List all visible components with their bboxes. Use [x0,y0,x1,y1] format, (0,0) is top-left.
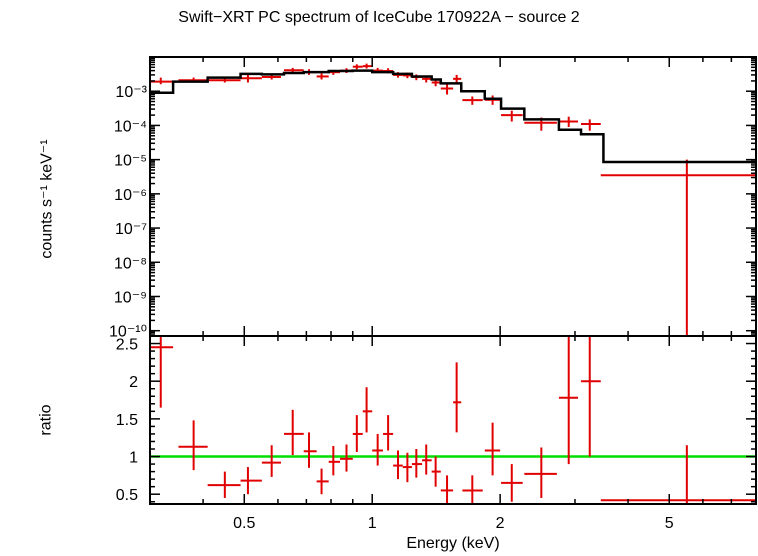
ratio-data-point [558,336,579,465]
axes-frames [149,56,757,505]
ratio-data-point [600,445,756,504]
ratio-data-point [362,387,373,433]
x-tick-label: 0.5 [233,515,255,532]
spectrum-data-point [462,96,483,105]
ratio-data-point [328,445,341,476]
spectrum-data-point [440,84,454,95]
ratio-data-point [382,415,394,451]
ratio-data-point [453,362,462,433]
spectrum-data-point [581,119,601,131]
x-axis-label: Energy (keV) [406,535,500,552]
spectrum-data-point [240,74,262,83]
ratio-data-point [393,450,403,480]
ratio-data-point [484,422,501,476]
y-tick-label-spectrum: 10⁻⁶ [114,187,147,204]
ratio-data-point [440,475,454,504]
y-tick-label-ratio: 2.5 [116,337,138,354]
ratio-data-point [261,445,281,477]
x-tick-label: 2 [496,515,505,532]
y-tick-label-spectrum: 10⁻⁷ [115,221,147,238]
spectrum-data-point [501,110,523,122]
ratio-panel-frame [149,335,757,505]
y-tick-label-spectrum: 10⁻³ [115,84,147,101]
spectrum-panel-frame [149,56,757,337]
ratio-data-point [422,444,432,475]
spectrum-data-point [600,159,756,336]
ratio-data-point [283,409,304,456]
spectrum-data-point [150,77,174,85]
y-tick-label-spectrum: 10⁻⁴ [114,118,147,135]
ratio-data-point [501,464,523,502]
tick-labels: 0.5 1 2 5 10⁻³ 10⁻⁴ 10⁻⁵ 10⁻⁶ 10⁻⁷ 10⁻⁸ 10⁻⁹ 10⁻¹⁰ 0… [109,84,674,532]
ratio-data-point [462,475,483,504]
chart-title: Swift−XRT PC spectrum of IceCube 170922A… [178,9,580,26]
y-tick-label-ratio: 1 [129,450,138,467]
spectrum-model-layer [150,69,756,164]
ratio-data-point [303,432,317,468]
y-tick-label-spectrum: 10⁻¹⁰ [109,324,147,341]
y-axis-label-ratio: ratio [37,404,55,436]
ratio-data-point [372,433,383,466]
ratio-data-point [581,336,601,457]
ratio-data-point [316,468,329,495]
y-axis-label-spectrum: counts s⁻¹ keV⁻¹ [38,139,56,259]
spectrum-data-point [362,63,373,69]
axes-ticks [149,56,757,504]
ratio-data-point [340,444,353,472]
ratio-data-point [352,415,363,453]
ratio-data-point [411,449,423,478]
spectrum-data-point [316,73,329,80]
ratio-data-point [150,336,174,408]
y-tick-label-spectrum: 10⁻⁵ [114,153,147,170]
ratio-data-point [402,452,412,483]
ratio-data-layer [150,336,756,504]
spectrum-model-line [150,69,756,164]
spectrum-data-point [558,116,579,127]
ratio-data-point [524,447,557,498]
y-tick-label-ratio: 1.5 [116,412,138,429]
spectrum-data-point [352,64,363,70]
spectrum-data-layer [150,63,756,336]
y-tick-label-ratio: 0.5 [116,487,138,504]
x-tick-label: 1 [368,515,377,532]
spectrum-data-point [484,95,501,105]
y-tick-label-spectrum: 10⁻⁹ [114,289,147,306]
y-tick-label-spectrum: 10⁻⁸ [114,255,147,272]
y-tick-label-ratio: 2 [129,374,138,391]
ratio-data-point [431,456,441,487]
x-tick-label: 5 [665,515,674,532]
ratio-data-point [178,420,208,471]
ratio-data-point [240,467,262,495]
ratio-data-point [207,471,241,498]
